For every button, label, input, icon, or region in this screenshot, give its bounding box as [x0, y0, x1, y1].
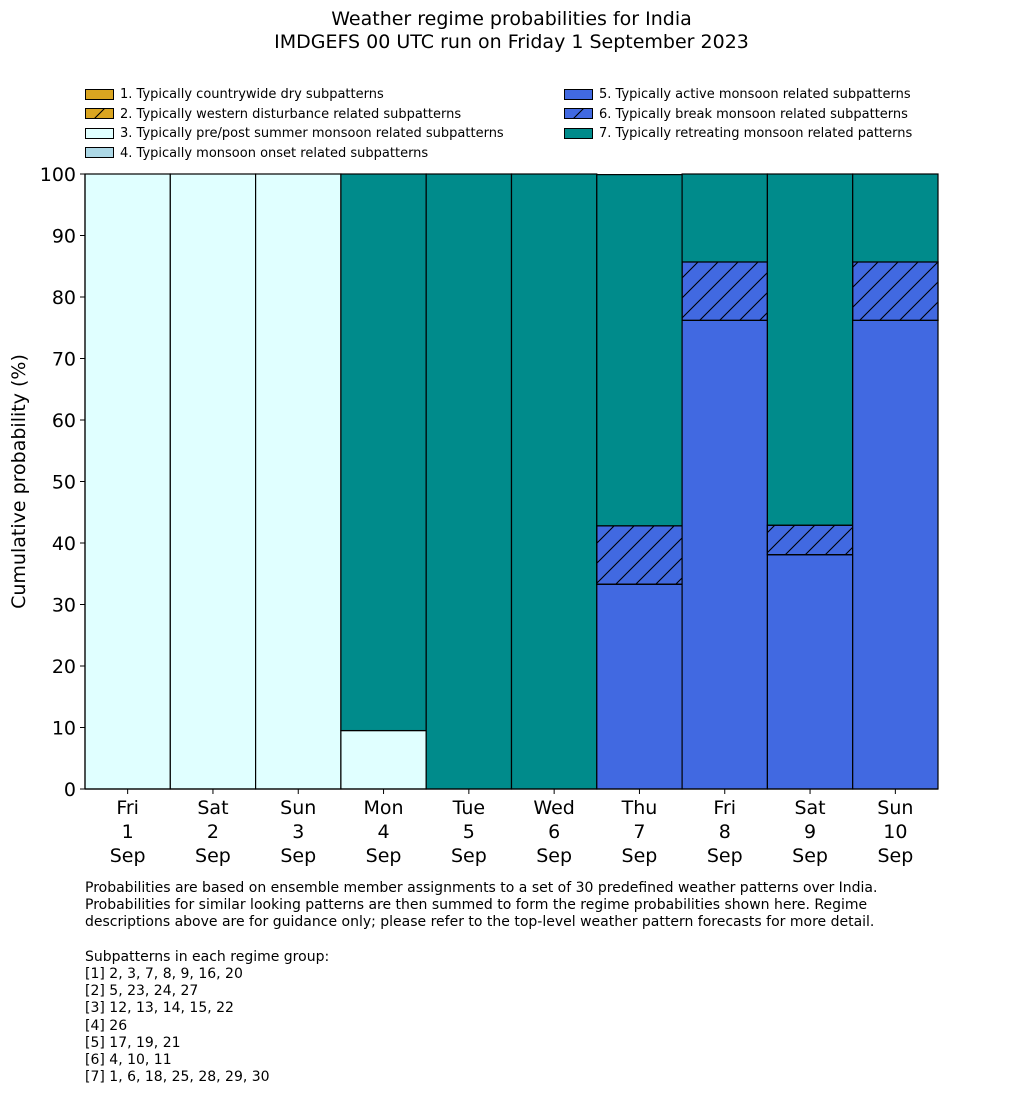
bar-segment — [510, 173, 598, 790]
x-tick-label: 3 — [292, 821, 304, 843]
bar-segment-hatch — [596, 525, 683, 585]
x-tick-label: 5 — [463, 821, 475, 843]
legend-label: 5. Typically active monsoon related subp… — [599, 87, 911, 103]
x-tick-label: 7 — [633, 821, 645, 843]
x-tick-label: Fri — [116, 797, 139, 819]
bar-segment — [596, 583, 683, 790]
group-line: [7] 1, 6, 18, 25, 28, 29, 30 — [85, 1069, 270, 1086]
y-axis-label: Cumulative probability (%) — [8, 354, 30, 609]
bar-segment — [169, 173, 257, 790]
notes-description: Probabilities are based on ensemble memb… — [85, 880, 878, 931]
legend-item: 1. Typically countrywide dry subpatterns — [85, 85, 504, 105]
legend-right: 5. Typically active monsoon related subp… — [564, 85, 912, 144]
bar-segment — [852, 173, 939, 263]
group-line: [5] 17, 19, 21 — [85, 1034, 181, 1051]
bar-segment — [425, 173, 513, 790]
group-line: [6] 4, 10, 11 — [85, 1052, 172, 1069]
group-line: [4] 26 — [85, 1017, 128, 1034]
x-tick-label: 2 — [207, 821, 219, 843]
x-tick-label: Sep — [536, 845, 572, 867]
legend-swatch — [85, 88, 114, 100]
y-tick-label: 0 — [64, 779, 76, 801]
x-tick-label: Sat — [794, 797, 825, 819]
x-tick-label: 1 — [122, 821, 134, 843]
legend-label: 4. Typically monsoon onset related subpa… — [120, 145, 429, 161]
legend-item: 5. Typically active monsoon related subp… — [564, 85, 912, 105]
legend-label: 3. Typically pre/post summer monsoon rel… — [120, 126, 504, 142]
y-tick-label: 30 — [52, 595, 76, 617]
chart-title: Weather regime probabilities for India — [331, 8, 692, 30]
groups-heading: Subpatterns in each regime group: — [85, 948, 330, 965]
x-tick-label: Sep — [280, 845, 316, 867]
bar-segment — [766, 554, 854, 790]
legend-swatch — [85, 108, 114, 120]
x-tick-label: Sep — [195, 845, 231, 867]
legend-item: 7. Typically retreating monsoon related … — [564, 124, 912, 144]
x-tick-label: Sep — [110, 845, 146, 867]
legend-swatch — [85, 147, 114, 159]
x-tick-label: Sat — [197, 797, 228, 819]
x-tick-label: Sep — [366, 845, 402, 867]
bar-segment — [255, 173, 342, 790]
y-tick-label: 80 — [52, 287, 76, 309]
x-tick-label: Tue — [452, 797, 485, 819]
notes: Probabilities are based on ensemble memb… — [85, 880, 877, 1086]
group-line: [3] 12, 13, 14, 15, 22 — [85, 1000, 234, 1017]
x-tick-label: Wed — [533, 797, 574, 819]
x-tick-label: 10 — [883, 821, 907, 843]
x-tick-label: 4 — [378, 821, 390, 843]
x-tick-label: Sep — [451, 845, 487, 867]
y-tick-label: 90 — [52, 226, 76, 248]
bar-segment-hatch — [766, 524, 854, 556]
group-line: [1] 2, 3, 7, 8, 9, 16, 20 — [85, 966, 243, 983]
x-tick-label: 8 — [719, 821, 731, 843]
y-tick-label: 10 — [52, 718, 76, 740]
legend-item: 2. Typically western disturbance related… — [85, 105, 504, 125]
bar-segment — [681, 319, 768, 790]
x-tick-label: Thu — [621, 797, 658, 819]
legend-item: 6. Typically break monsoon related subpa… — [564, 105, 912, 125]
legend-swatch — [564, 127, 593, 139]
x-tick-label: 6 — [548, 821, 560, 843]
bar-segment — [766, 173, 854, 526]
y-tick-label: 100 — [40, 164, 76, 186]
x-tick-label: Fri — [713, 797, 736, 819]
legend-label: 6. Typically break monsoon related subpa… — [599, 106, 908, 122]
group-line: [2] 5, 23, 24, 27 — [85, 983, 199, 1000]
x-tick-label: Sep — [877, 845, 913, 867]
x-tick-label: Sep — [707, 845, 743, 867]
bar-segment-hatch — [681, 261, 768, 321]
bar-segment — [340, 173, 427, 732]
bar-segment-hatch — [852, 261, 939, 321]
y-tick-label: 60 — [52, 410, 76, 432]
bar-segment — [852, 319, 939, 790]
y-tick-label: 40 — [52, 533, 76, 555]
y-tick-label: 70 — [52, 349, 76, 371]
bar-segment — [681, 173, 768, 263]
legend-item: 3. Typically pre/post summer monsoon rel… — [85, 124, 504, 144]
x-tick-label: Sep — [792, 845, 828, 867]
legend-label: 7. Typically retreating monsoon related … — [599, 126, 913, 142]
bar-segment — [84, 173, 171, 790]
legend-item: 4. Typically monsoon onset related subpa… — [85, 144, 504, 164]
y-tick-label: 20 — [52, 656, 76, 678]
chart-subtitle: IMDGEFS 00 UTC run on Friday 1 September… — [274, 31, 749, 53]
x-tick-label: Sun — [280, 797, 316, 819]
x-tick-label: 9 — [804, 821, 816, 843]
x-tick-label: Mon — [364, 797, 404, 819]
legend-swatch — [85, 127, 114, 139]
bar-segment — [596, 174, 683, 527]
plot-area: Fri1SepSat2SepSun3SepMon4SepTue5SepWed6S… — [8, 164, 939, 867]
x-tick-label: Sep — [622, 845, 658, 867]
y-tick-label: 50 — [52, 472, 76, 494]
legend-label: 1. Typically countrywide dry subpatterns — [120, 87, 384, 103]
legend-label: 2. Typically western disturbance related… — [120, 106, 462, 122]
bar-segment — [340, 729, 427, 790]
legend-swatch — [564, 88, 593, 100]
legend-swatch — [564, 108, 593, 120]
x-tick-label: Sun — [877, 797, 913, 819]
legend-left: 1. Typically countrywide dry subpatterns… — [85, 85, 504, 163]
